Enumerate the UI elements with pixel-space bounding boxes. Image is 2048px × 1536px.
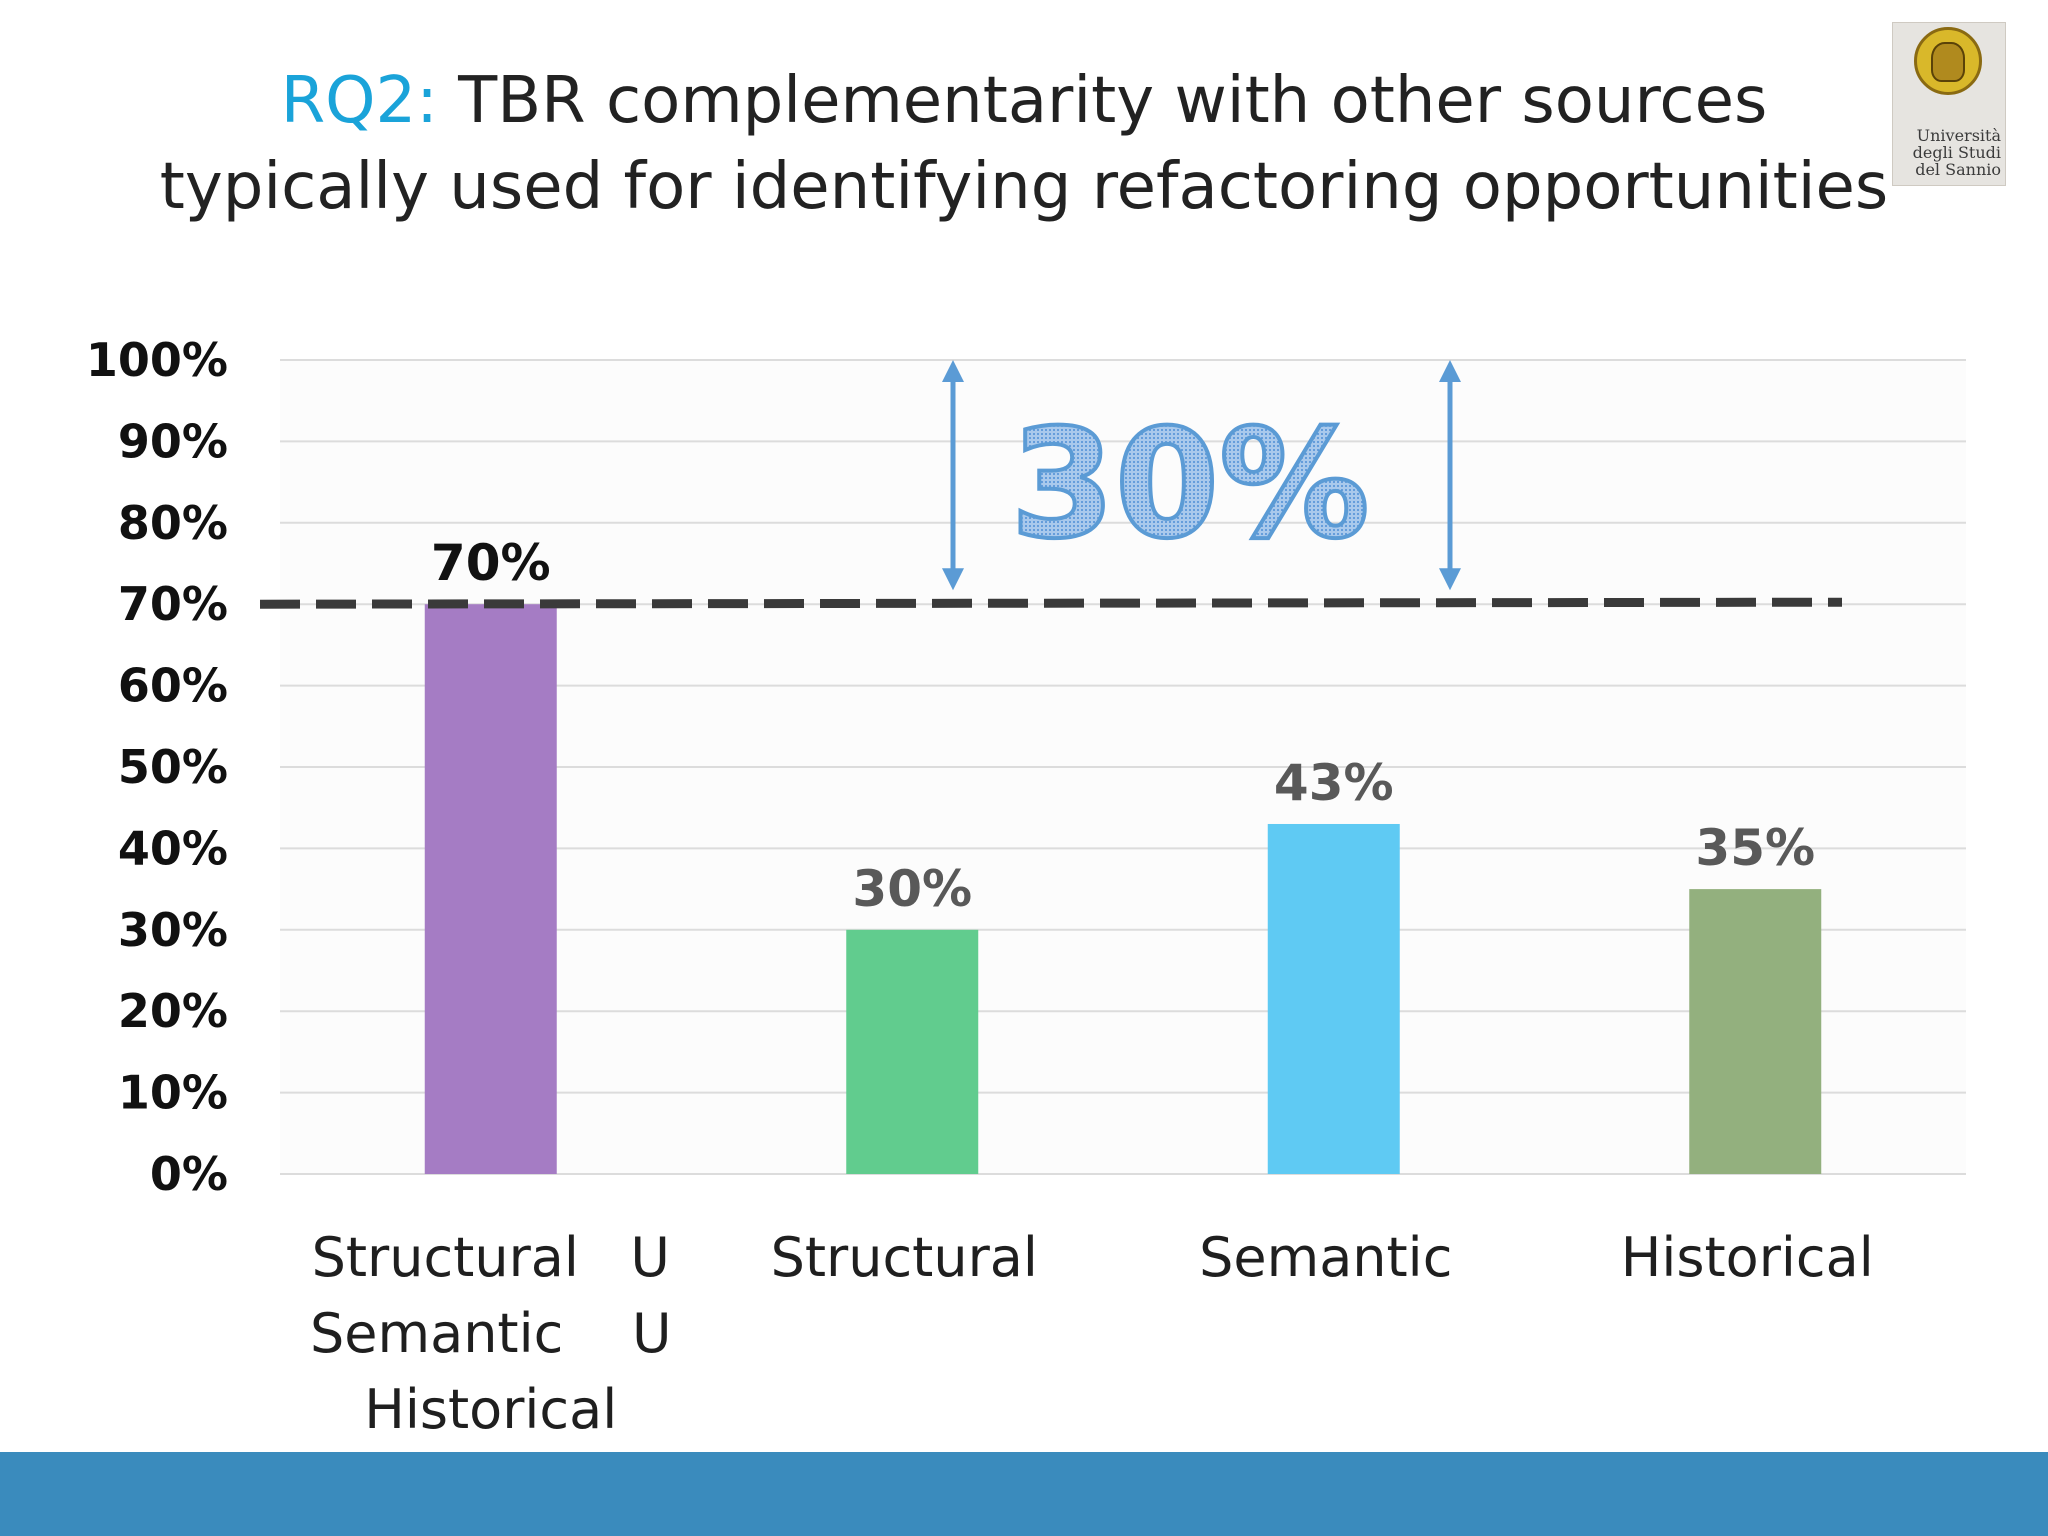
y-tick-label: 30% <box>118 903 228 957</box>
y-tick-label: 80% <box>118 496 228 550</box>
data-label: 35% <box>1695 819 1815 877</box>
y-tick-label: 100% <box>86 333 228 387</box>
bar <box>1689 889 1822 1174</box>
bar <box>1267 823 1400 1174</box>
y-tick-label: 40% <box>118 821 228 875</box>
gap-arrow-head-down <box>1439 568 1461 591</box>
logo-text-line-2: degli Studi <box>1912 143 2001 162</box>
x-category-label: Structural <box>770 1226 1038 1289</box>
gap-arrow-head-up <box>1439 360 1461 382</box>
bar-chart: 0% 10% 20% 30% 40% 50% 60% 70% 80% 90% 100% 70% 30%… <box>86 333 1966 1201</box>
gap-arrow-head-up <box>942 360 964 382</box>
data-label: 70% <box>431 534 551 592</box>
title-main: TBR complementarity with other sources <box>458 64 1768 138</box>
y-tick-label: 60% <box>118 659 228 713</box>
data-label: 30% <box>852 860 972 918</box>
gap-arrow-head-down <box>942 568 964 591</box>
y-tick-label: 10% <box>118 1066 228 1120</box>
y-tick-label: 20% <box>118 984 228 1038</box>
logo-text: Università degli Studi del Sannio <box>1897 127 2001 178</box>
title-prefix: RQ2: <box>280 64 438 138</box>
y-tick-label: 50% <box>118 740 228 794</box>
data-label: 43% <box>1274 754 1394 812</box>
seal-icon <box>1914 27 1982 95</box>
university-logo: Università degli Studi del Sannio <box>1892 22 2006 186</box>
gap-annotation-label: 30% <box>1010 398 1369 572</box>
logo-text-line-1: Università <box>1916 126 2001 145</box>
bar <box>424 604 557 1174</box>
y-tick-label: 90% <box>118 414 228 468</box>
logo-text-line-3: del Sannio <box>1915 160 2001 179</box>
x-category-label: Semantic <box>1199 1226 1453 1289</box>
reference-line <box>259 597 1843 609</box>
bar <box>846 929 979 1174</box>
x-category-label: Structural U Semantic U Historical <box>310 1226 672 1441</box>
title-line-1: RQ2: TBR complementarity with other sour… <box>0 58 2048 144</box>
y-tick-label: 70% <box>118 577 228 631</box>
footer-bar <box>0 1452 2048 1536</box>
x-category-label: Historical <box>1620 1226 1874 1289</box>
slide-title: RQ2: TBR complementarity with other sour… <box>0 58 2048 230</box>
y-tick-label: 0% <box>150 1147 228 1201</box>
title-line-2: typically used for identifying refactori… <box>159 150 1889 224</box>
